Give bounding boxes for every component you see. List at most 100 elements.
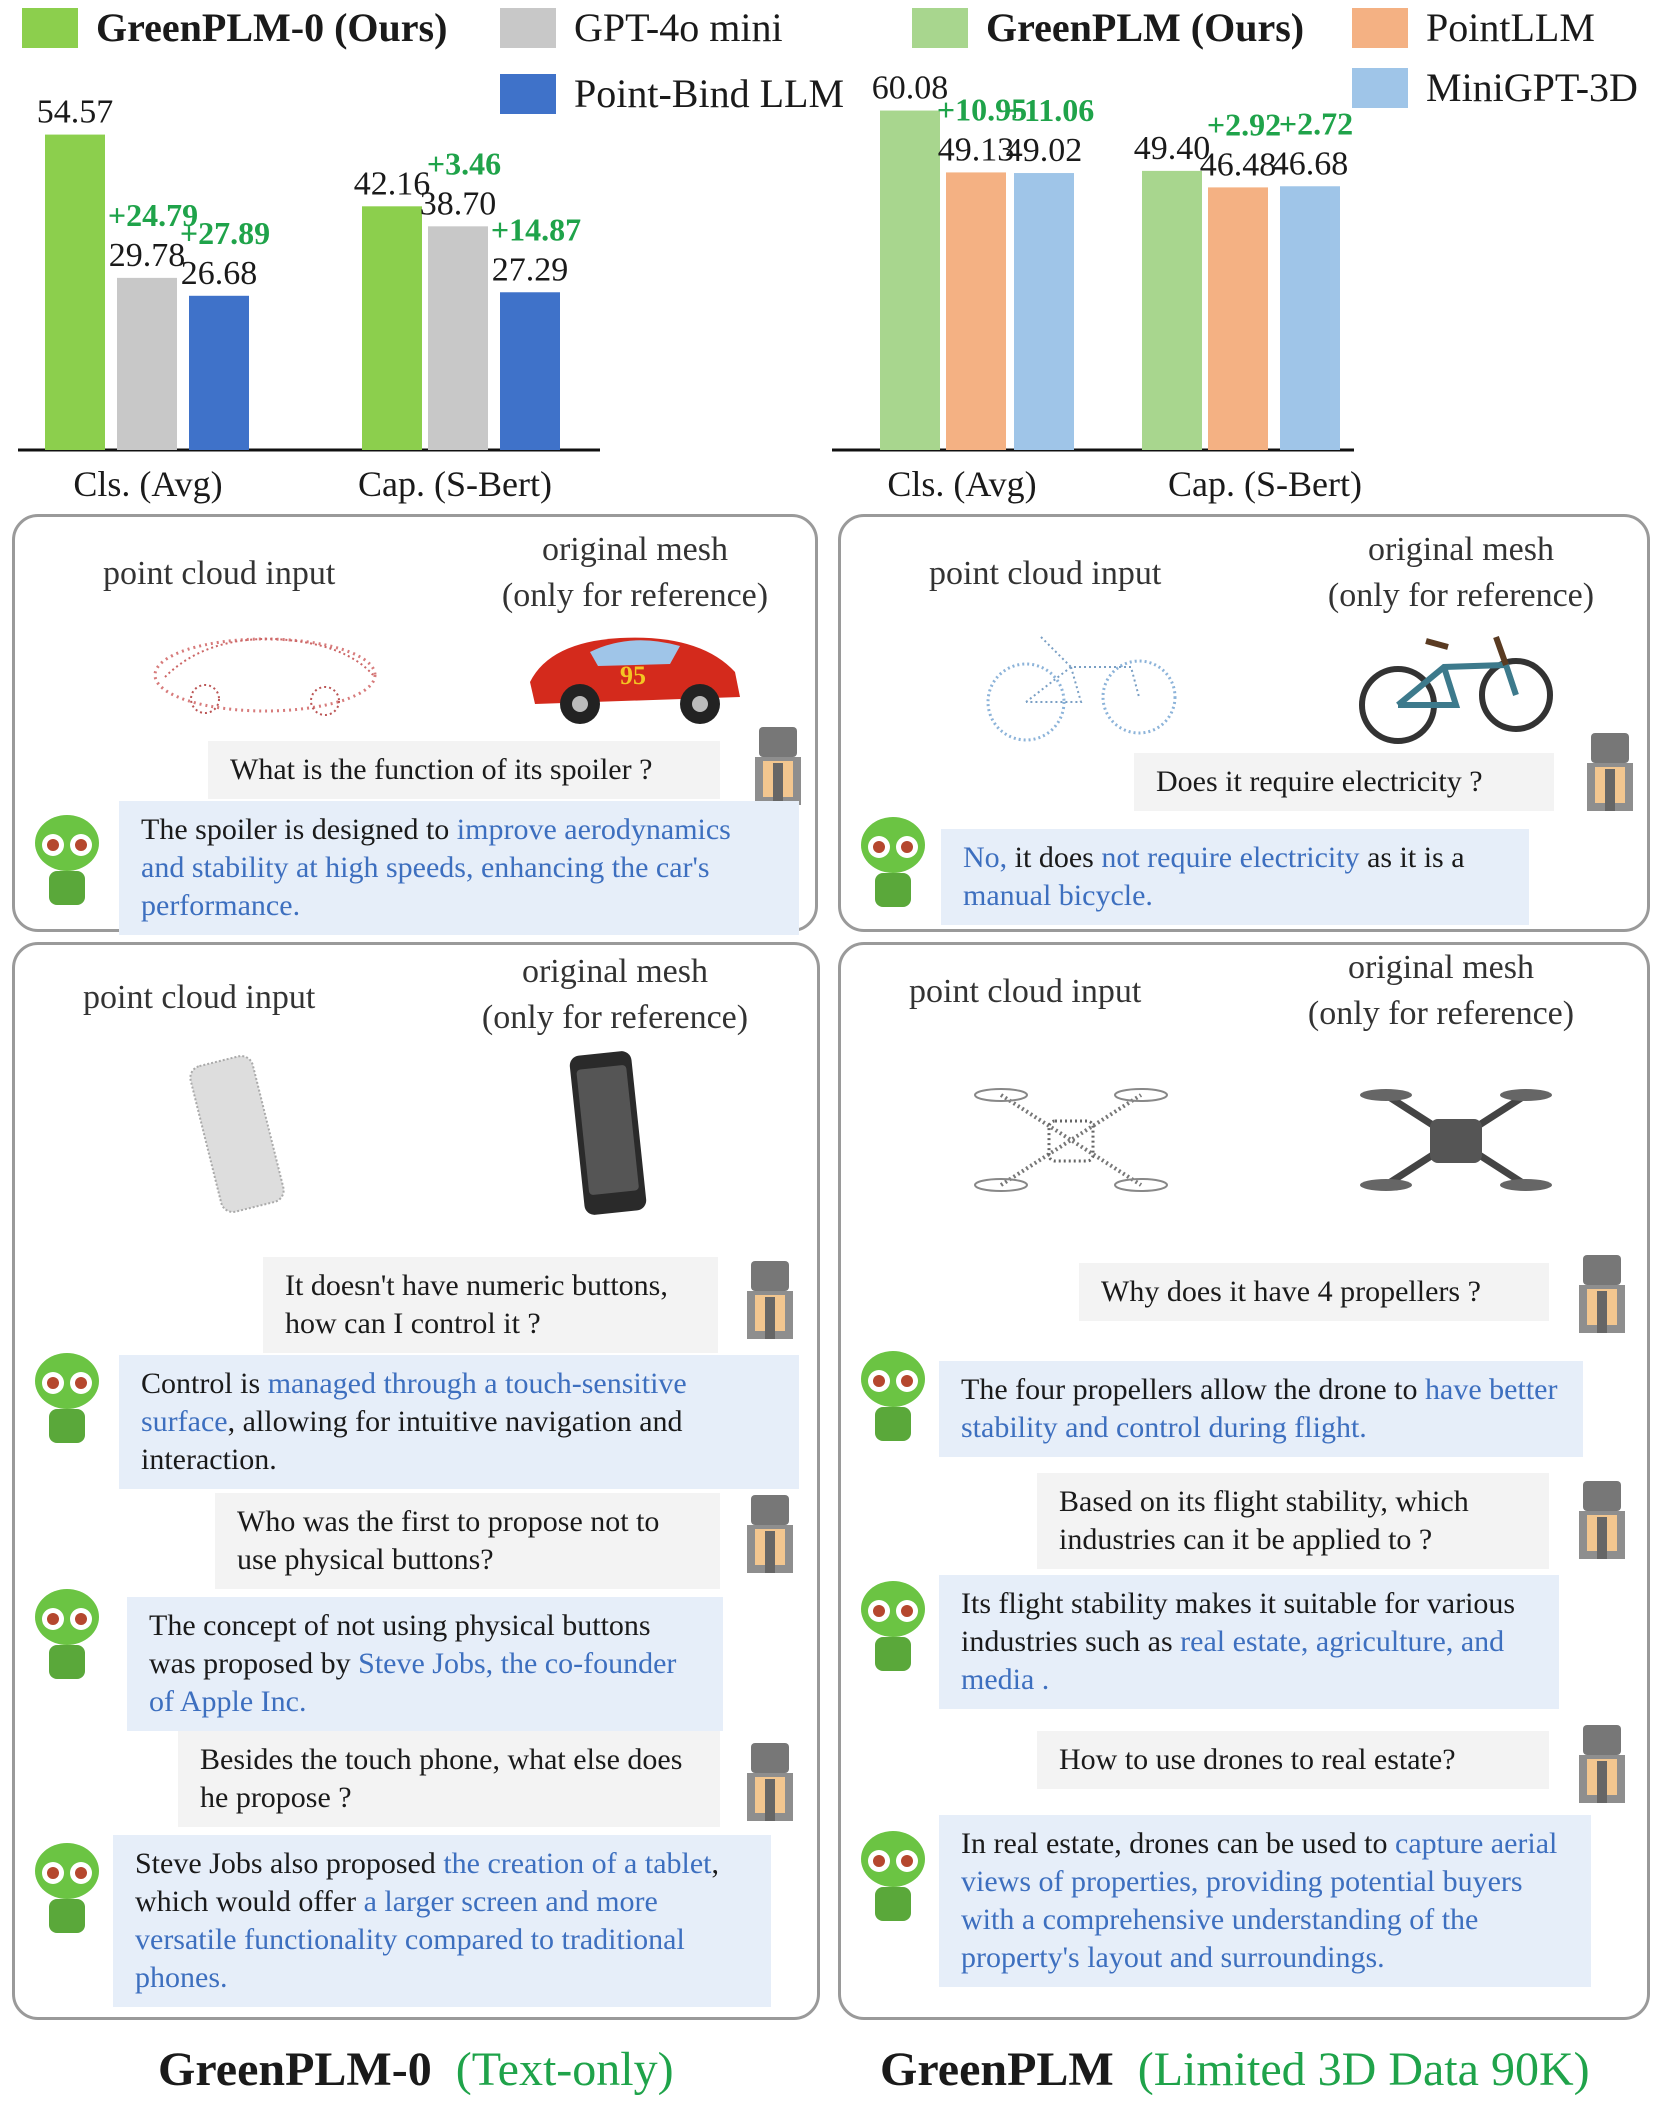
left-footer-name: GreenPLM-0 <box>158 2043 432 2096</box>
robot-avatar-icon <box>35 815 99 905</box>
reference-note-label: (only for reference) <box>501 577 769 614</box>
improvement-delta-label: +11.06 <box>1006 92 1094 128</box>
robot-avatar-icon <box>861 817 925 907</box>
bar <box>1142 170 1202 450</box>
answer-text: Steve Jobs also proposed <box>135 1847 444 1880</box>
bar <box>500 292 560 450</box>
panel-bicycle: point cloud input original mesh (only fo… <box>838 514 1650 932</box>
assistant-answer-bubble: Control is managed through a touch-sensi… <box>119 1355 799 1489</box>
legend-minigpt3d: MiniGPT-3D <box>1352 64 1638 111</box>
bicycle-mesh-image <box>1359 635 1553 744</box>
robot-avatar-icon <box>861 1581 925 1671</box>
x-tick-label: Cls. (Avg) <box>73 464 222 504</box>
legend-pointllm: PointLLM <box>1352 4 1595 51</box>
improvement-delta-label: +14.87 <box>491 211 581 247</box>
user-question-bubble: What is the function of its spoiler ? <box>208 741 720 799</box>
svg-text:95: 95 <box>620 661 646 690</box>
improvement-delta-label: +2.92 <box>1207 106 1281 142</box>
data-value-label: 54.57 <box>37 94 114 131</box>
answer-text: In real estate, drones can be used to <box>961 1827 1395 1860</box>
answer-highlight: the creation of a tablet <box>443 1847 712 1880</box>
answer-highlight: capture aerial views of properties, prov… <box>961 1827 1558 1974</box>
x-tick-label: Cap. (S-Bert) <box>1168 464 1362 504</box>
right-footer-subtitle: (Limited 3D Data 90K) <box>1137 2043 1590 2096</box>
phone-mesh-image <box>569 1051 647 1215</box>
right-footer-title: GreenPLM (Limited 3D Data 90K) <box>880 2042 1590 2097</box>
user-avatar-icon <box>1579 1481 1625 1559</box>
original-mesh-label: original mesh <box>1347 949 1535 986</box>
panel-phone: point cloud input original mesh (only fo… <box>12 942 820 2020</box>
answer-text: Control is <box>141 1367 268 1400</box>
improvement-delta-label: +24.79 <box>108 197 198 233</box>
improvement-delta-label: +2.72 <box>1279 105 1353 141</box>
assistant-answer-bubble: In real estate, drones can be used to ca… <box>939 1815 1591 1987</box>
answer-text: as it is a <box>1359 841 1465 874</box>
answer-highlight: real estate, agriculture, and media . <box>961 1625 1505 1696</box>
user-question-bubble: Who was the first to propose not to use … <box>215 1493 720 1589</box>
bar <box>1014 173 1074 451</box>
answer-text: , allowing for intuitive navigation and … <box>141 1405 683 1476</box>
legend-greenplm: GreenPLM (Ours) <box>912 4 1304 51</box>
car-point-cloud-image <box>153 637 377 716</box>
user-avatar-icon <box>747 1743 793 1821</box>
answer-text: The concept of not using physical button… <box>149 1609 651 1680</box>
original-mesh-label: original mesh <box>541 531 729 568</box>
user-question-bubble: Does it require electricity ? <box>1134 753 1554 811</box>
answer-highlight: not require electricity <box>1101 841 1360 874</box>
answer-highlight: No, <box>963 841 1008 874</box>
panel-car: point cloud input original mesh (only fo… <box>12 514 818 935</box>
point-cloud-input-label: point cloud input <box>909 973 1142 1010</box>
panel-drone: point cloud input original mesh (only fo… <box>838 942 1650 2020</box>
bar <box>362 206 422 450</box>
improvement-delta-label: +3.46 <box>427 145 501 181</box>
answer-text: , which would offer <box>135 1847 720 1918</box>
answer-text: it does <box>1007 841 1102 874</box>
robot-avatar-icon <box>35 1843 99 1933</box>
data-value-label: 38.70 <box>420 185 497 222</box>
left-footer-subtitle: (Text-only) <box>455 2043 674 2096</box>
bar <box>1208 187 1268 450</box>
user-avatar-icon <box>747 1495 793 1573</box>
data-value-label: 46.68 <box>1272 145 1349 182</box>
answer-highlight: have better stability and control during… <box>961 1373 1558 1444</box>
user-avatar-icon <box>1579 1255 1625 1333</box>
bar <box>117 277 177 450</box>
data-value-label: 42.16 <box>354 165 431 202</box>
data-value-label: 27.29 <box>492 251 569 288</box>
assistant-answer-bubble: No, it does not require electricity as i… <box>941 829 1529 925</box>
data-value-label: 60.08 <box>872 70 949 107</box>
drone-point-cloud-image <box>974 1088 1168 1192</box>
point-cloud-input-label: point cloud input <box>103 555 336 592</box>
user-question-bubble: Based on its flight stability, which ind… <box>1037 1473 1549 1569</box>
bar <box>880 110 940 450</box>
user-question-bubble: It doesn't have numeric buttons, how can… <box>263 1257 718 1353</box>
original-mesh-label: original mesh <box>521 953 709 990</box>
data-value-label: 46.48 <box>1200 146 1277 183</box>
legend-greenplm0: GreenPLM-0 (Ours) <box>22 4 447 51</box>
answer-text: Its flight stability makes it suitable f… <box>961 1587 1516 1658</box>
user-question-bubble: Besides the touch phone, what else does … <box>178 1731 720 1827</box>
user-avatar-icon <box>755 727 801 805</box>
legend-label-pointllm: PointLLM <box>1426 5 1595 50</box>
bar <box>946 172 1006 450</box>
robot-avatar-icon <box>35 1353 99 1443</box>
answer-highlight: a larger screen and more versatile funct… <box>135 1885 685 1994</box>
assistant-answer-bubble: The concept of not using physical button… <box>127 1597 723 1731</box>
answer-text: The four propellers allow the drone to <box>961 1373 1426 1406</box>
legend-label-gpt4omini: GPT-4o mini <box>574 5 783 50</box>
answer-highlight: improve aerodynamics and stability at hi… <box>141 813 731 922</box>
user-question-bubble: How to use drones to real estate? <box>1037 1731 1549 1789</box>
improvement-delta-label: +10.95 <box>937 91 1027 127</box>
legend-swatch-gpt4omini <box>500 7 556 48</box>
assistant-answer-bubble: Steve Jobs also proposed the creation of… <box>113 1835 771 2007</box>
left-footer-title: GreenPLM-0 (Text-only) <box>158 2042 674 2097</box>
phone-point-cloud-image <box>189 1055 285 1213</box>
point-cloud-input-label: point cloud input <box>929 555 1162 592</box>
left-bar-chart: Cls. (Avg) 54.57 29.78 +24.79 26.68 +27.89 Cap… <box>18 94 600 504</box>
reference-note-label: (only for reference) <box>1307 995 1575 1032</box>
data-value-label: 49.02 <box>1006 132 1083 169</box>
legend-label-pointbind: Point-Bind LLM <box>574 71 845 116</box>
user-avatar-icon <box>1579 1725 1625 1803</box>
legend-label-greenplm0: GreenPLM-0 (Ours) <box>96 5 448 50</box>
robot-avatar-icon <box>861 1831 925 1921</box>
